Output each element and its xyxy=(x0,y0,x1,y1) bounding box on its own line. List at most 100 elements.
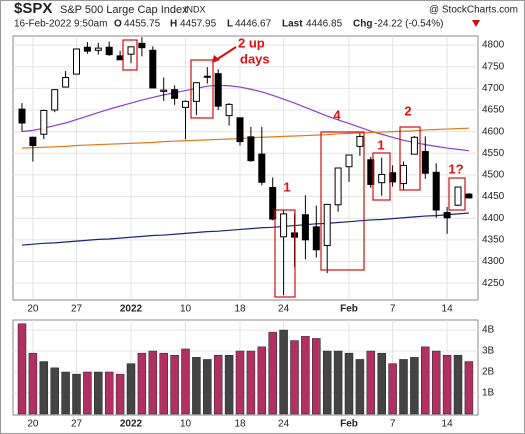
quote-label: H xyxy=(170,19,177,30)
y-tick-label: 4550 xyxy=(482,148,505,159)
volume-bar xyxy=(246,350,256,415)
x-tick-label: 18 xyxy=(234,419,246,430)
highlight-box xyxy=(372,152,391,201)
volume-panel xyxy=(12,319,479,416)
quote-value: 4446.85 xyxy=(306,19,343,30)
volume-bar xyxy=(388,363,397,415)
volume-bar xyxy=(181,348,190,415)
highlight-box xyxy=(448,177,466,211)
candle-body xyxy=(378,173,386,184)
candle-body xyxy=(334,167,342,206)
y-tick-label: 4650 xyxy=(482,105,505,116)
candle-body xyxy=(400,164,407,185)
down-arrow xyxy=(472,20,480,27)
candle-body xyxy=(258,153,266,183)
volume-bar xyxy=(366,350,376,415)
x-tick-label: 27 xyxy=(71,419,83,430)
moving-average xyxy=(21,212,469,246)
volume-bar xyxy=(148,350,158,415)
y-tick-label: 2B xyxy=(482,367,495,378)
x-tick-label: 14 xyxy=(442,304,454,315)
annotation: days xyxy=(240,51,270,66)
candle-body xyxy=(301,214,309,241)
x-tick-label: 10 xyxy=(180,304,192,315)
x-tick-label: 14 xyxy=(442,419,454,430)
candle-body xyxy=(83,46,91,52)
annotation: 1? xyxy=(448,161,463,176)
y-tick-label: 4800 xyxy=(482,40,505,51)
moving-average xyxy=(21,127,469,149)
x-tick-label: 18 xyxy=(234,304,246,315)
quote-label: O xyxy=(114,19,122,30)
quote-value: 4446.67 xyxy=(235,19,272,30)
quote-label: L xyxy=(227,19,233,30)
y-tick-label: 1B xyxy=(482,388,495,399)
exchange: INDX xyxy=(184,4,206,14)
candle-body xyxy=(73,48,80,75)
price-panel xyxy=(12,35,479,301)
candle-body xyxy=(410,136,418,155)
volume-bar xyxy=(159,352,168,415)
candle-body xyxy=(40,109,48,135)
volume-bar xyxy=(192,357,201,415)
volume-bar xyxy=(464,361,474,415)
x-tick-label: 10 xyxy=(180,419,192,430)
candle-body xyxy=(225,103,233,117)
candle-body xyxy=(182,100,189,108)
candle-body xyxy=(160,89,168,92)
y-tick-label: 4500 xyxy=(482,170,505,181)
volume-bar xyxy=(442,355,452,415)
annotation: 1 xyxy=(377,137,384,152)
x-tick-label: 7 xyxy=(390,304,396,315)
candle-body xyxy=(29,136,37,146)
volume-bar xyxy=(83,371,92,415)
volume-bar xyxy=(322,350,332,415)
candle-body xyxy=(116,55,124,61)
candle-body xyxy=(105,46,113,56)
x-tick-label: 2022 xyxy=(120,419,143,430)
moving-average xyxy=(21,84,469,152)
candle-body xyxy=(62,77,70,88)
quote-line: 16-Feb-2022 9:50am O 4455.75 H 4457.95 L… xyxy=(14,19,480,30)
candle-body xyxy=(345,154,353,168)
x-tick-label: 20 xyxy=(27,419,39,430)
annotation: 2 xyxy=(404,103,411,118)
volume-bar xyxy=(279,329,288,415)
x-tick-label: 24 xyxy=(278,419,290,430)
volume-bar xyxy=(72,373,81,415)
x-tick-label: 2022 xyxy=(120,304,143,315)
source: @ StockCharts.com xyxy=(429,5,518,16)
volume-bar xyxy=(170,355,179,415)
volume-bar xyxy=(213,355,223,415)
volume-bar xyxy=(421,346,430,415)
y-tick-label: 4B xyxy=(482,325,495,336)
candle-body xyxy=(465,193,473,199)
y-tick-label: 3B xyxy=(482,346,495,357)
annotation: 1 xyxy=(283,179,290,194)
annotation: 4 xyxy=(333,107,341,122)
volume-bar xyxy=(104,371,114,415)
y-tick-label: 4450 xyxy=(482,191,505,202)
candle-body xyxy=(138,42,146,49)
candle-body xyxy=(127,46,135,55)
candle-body xyxy=(236,117,244,143)
x-tick-label: 7 xyxy=(390,419,396,430)
quote-value: 4455.75 xyxy=(124,19,161,30)
volume-bar xyxy=(126,363,136,415)
annotation: 2 up xyxy=(238,35,265,50)
candle-body xyxy=(18,108,26,124)
volume-bar xyxy=(344,352,354,415)
volume-bar xyxy=(17,323,27,415)
y-tick-label: 4400 xyxy=(482,213,505,224)
highlight-box xyxy=(274,209,296,298)
quote-value: 4457.95 xyxy=(180,19,217,30)
y-tick-label: 4600 xyxy=(482,126,505,137)
volume-bar xyxy=(333,350,343,415)
candle-body xyxy=(171,89,179,99)
volume-bar xyxy=(301,336,310,415)
candle-body xyxy=(367,159,375,185)
volume-bar xyxy=(410,357,419,415)
candle-body xyxy=(203,75,211,78)
change: -24.22 (-0.54%) xyxy=(374,19,443,30)
